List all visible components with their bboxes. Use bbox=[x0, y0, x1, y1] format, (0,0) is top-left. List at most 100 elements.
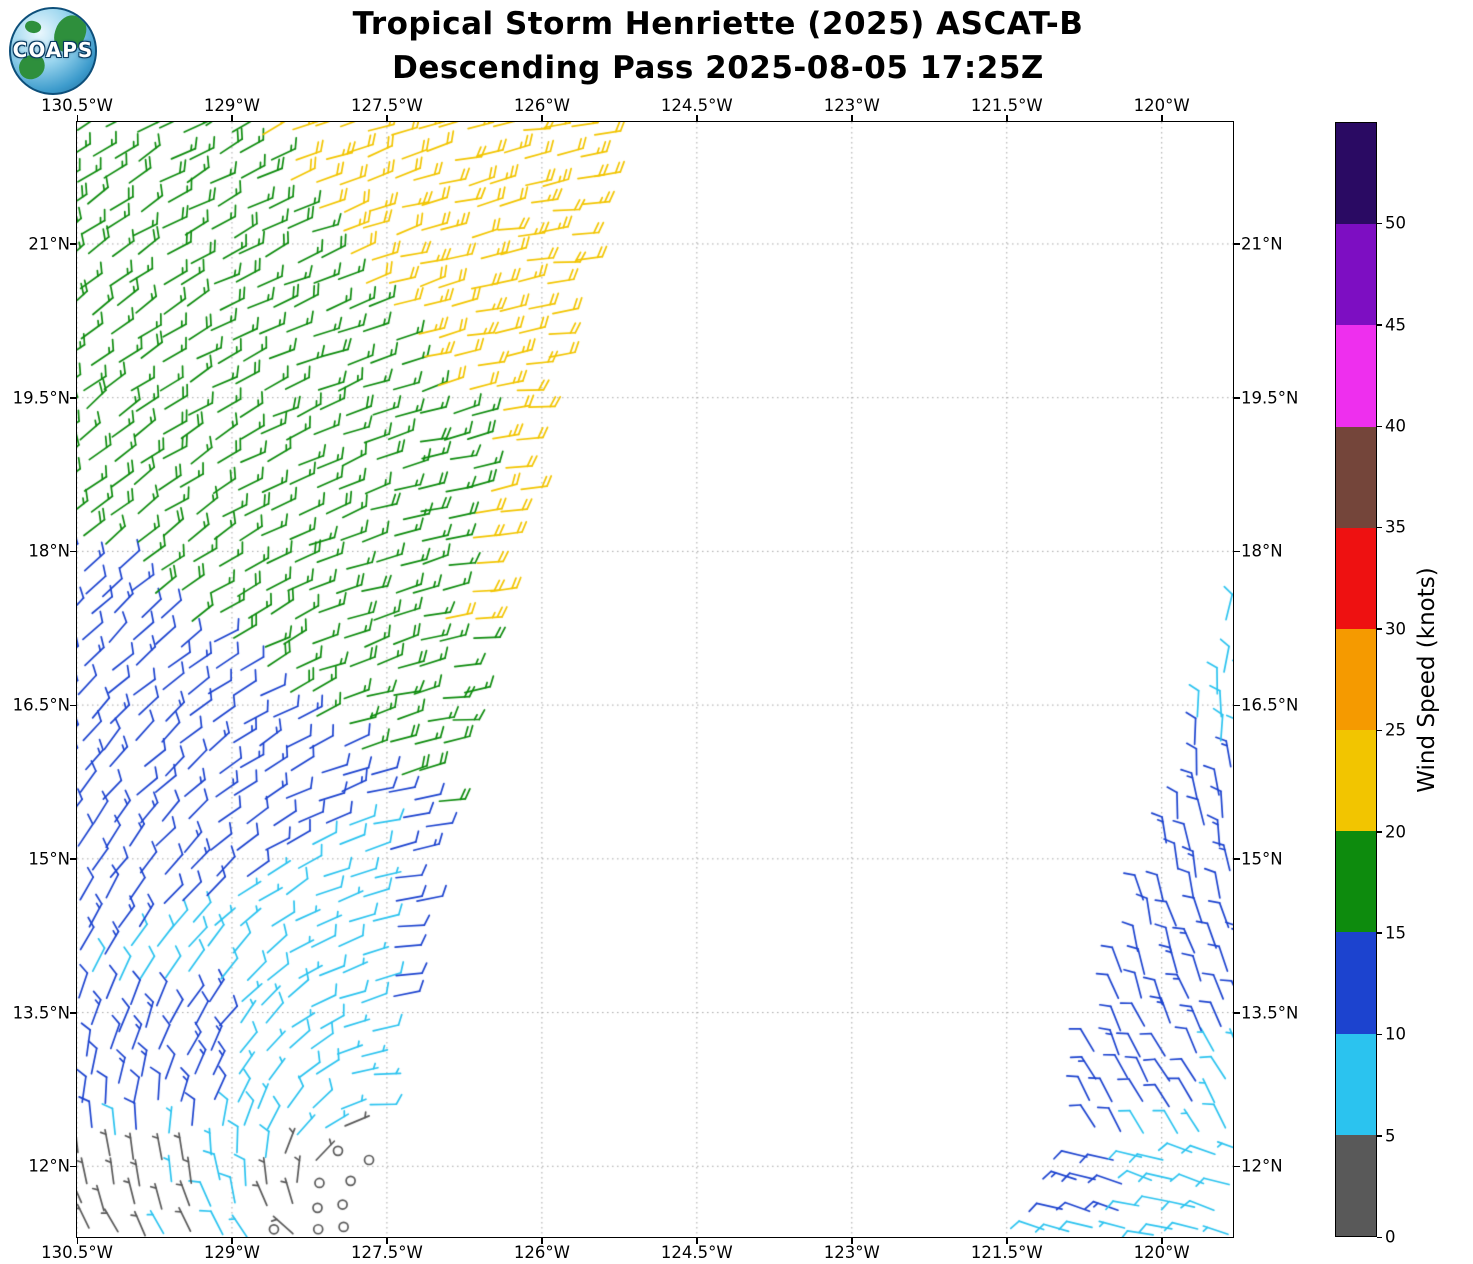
colorbar-tick-label: 5 bbox=[1385, 1126, 1396, 1146]
tick-mark bbox=[1377, 425, 1382, 428]
tick-mark bbox=[1161, 115, 1163, 121]
colorbar-segment bbox=[1336, 1134, 1376, 1236]
tick-mark bbox=[386, 1238, 388, 1244]
tick-mark bbox=[70, 1165, 76, 1168]
tick-mark bbox=[1006, 115, 1008, 121]
colorbar-segment bbox=[1336, 426, 1376, 528]
colorbar-segment bbox=[1336, 628, 1376, 731]
tick-mark bbox=[231, 1238, 233, 1244]
tick-mark bbox=[231, 115, 233, 121]
chart-title: Tropical Storm Henriette (2025) ASCAT-B bbox=[352, 6, 1084, 42]
tick-mark bbox=[696, 115, 698, 121]
x-tick-label-bottom: 126°W bbox=[513, 1243, 570, 1262]
tick-mark bbox=[76, 1238, 78, 1244]
x-tick-label-bottom: 130.5°W bbox=[41, 1243, 113, 1262]
colorbar-tick-label: 10 bbox=[1385, 1024, 1406, 1044]
plot-frame bbox=[76, 121, 1234, 1238]
wind-barb-canvas bbox=[77, 122, 1233, 1237]
x-tick-label-top: 123°W bbox=[823, 96, 880, 115]
tick-mark bbox=[851, 115, 853, 121]
x-tick-label-top: 121.5°W bbox=[970, 96, 1043, 115]
x-tick-label-bottom: 121.5°W bbox=[970, 1243, 1043, 1262]
tick-mark bbox=[696, 1238, 698, 1244]
tick-mark bbox=[1377, 324, 1382, 326]
tick-mark bbox=[1377, 831, 1382, 833]
y-tick-label-right: 16.5°N bbox=[1241, 695, 1299, 715]
x-tick-label-bottom: 120°W bbox=[1133, 1243, 1190, 1262]
colorbar-tick-label: 30 bbox=[1385, 619, 1406, 639]
tick-mark bbox=[1377, 1033, 1382, 1036]
tick-mark bbox=[1234, 243, 1240, 245]
x-tick-label-bottom: 129°W bbox=[203, 1243, 260, 1262]
tick-mark bbox=[851, 1238, 853, 1244]
tick-mark bbox=[76, 115, 78, 121]
colorbar-segment bbox=[1336, 831, 1376, 933]
tick-mark bbox=[1377, 1135, 1382, 1137]
colorbar-tick-label: 0 bbox=[1385, 1227, 1396, 1247]
tick-mark bbox=[1377, 526, 1382, 529]
colorbar-axis-label-text: Wind Speed (knots) bbox=[1414, 566, 1440, 793]
colorbar-tick-label: 35 bbox=[1385, 517, 1406, 537]
y-tick-label-right: 12°N bbox=[1241, 1156, 1283, 1176]
tick-mark bbox=[70, 1012, 76, 1014]
tick-mark bbox=[1234, 1165, 1240, 1168]
tick-mark bbox=[70, 397, 76, 399]
tick-mark bbox=[541, 1238, 543, 1244]
colorbar-segment bbox=[1336, 1033, 1376, 1135]
tick-mark bbox=[386, 115, 388, 121]
tick-mark bbox=[1377, 222, 1382, 225]
y-tick-label-left: 15°N bbox=[28, 849, 70, 869]
y-tick-label-right: 19.5°N bbox=[1241, 388, 1299, 408]
colorbar-segment bbox=[1336, 527, 1376, 629]
colorbar-tick-label: 50 bbox=[1385, 213, 1406, 233]
tick-mark bbox=[1161, 1238, 1163, 1244]
tick-mark bbox=[70, 704, 76, 707]
tick-mark bbox=[1006, 1238, 1008, 1244]
tick-mark bbox=[70, 243, 76, 245]
tick-mark bbox=[1234, 550, 1240, 553]
tick-mark bbox=[70, 858, 76, 860]
y-tick-label-right: 13.5°N bbox=[1241, 1003, 1299, 1023]
colorbar bbox=[1335, 122, 1377, 1237]
y-tick-label-left: 13.5°N bbox=[12, 1003, 70, 1023]
coaps-logo: COAPS bbox=[9, 7, 97, 95]
x-tick-label-top: 127.5°W bbox=[351, 96, 423, 115]
colorbar-segment bbox=[1336, 224, 1376, 326]
x-tick-label-top: 130.5°W bbox=[41, 96, 113, 115]
tick-mark bbox=[70, 550, 76, 553]
y-tick-label-right: 18°N bbox=[1241, 541, 1283, 561]
tick-mark bbox=[1234, 397, 1240, 399]
colorbar-segment bbox=[1336, 325, 1376, 427]
x-tick-label-top: 120°W bbox=[1133, 96, 1190, 115]
x-tick-label-bottom: 123°W bbox=[823, 1243, 880, 1262]
y-tick-label-left: 19.5°N bbox=[12, 388, 70, 408]
y-tick-label-left: 16.5°N bbox=[12, 695, 70, 715]
colorbar-segment bbox=[1336, 730, 1376, 832]
tick-mark bbox=[541, 115, 543, 121]
colorbar-tick-label: 40 bbox=[1385, 416, 1406, 436]
chart-subtitle: Descending Pass 2025-08-05 17:25Z bbox=[392, 50, 1044, 86]
y-tick-label-left: 12°N bbox=[28, 1156, 70, 1176]
colorbar-axis-label: Wind Speed (knots) bbox=[1404, 122, 1450, 1237]
tick-mark bbox=[1377, 628, 1382, 630]
coaps-logo-text: COAPS bbox=[12, 38, 94, 63]
y-tick-label-left: 21°N bbox=[28, 234, 70, 254]
tick-mark bbox=[1377, 729, 1382, 732]
x-tick-label-top: 126°W bbox=[513, 96, 570, 115]
tick-mark bbox=[1377, 1236, 1382, 1238]
tick-mark bbox=[1234, 858, 1240, 860]
x-tick-label-bottom: 127.5°W bbox=[351, 1243, 423, 1262]
colorbar-segment bbox=[1336, 123, 1376, 225]
tick-mark bbox=[1234, 1012, 1240, 1014]
colorbar-tick-label: 45 bbox=[1385, 315, 1406, 335]
y-tick-label-left: 18°N bbox=[28, 541, 70, 561]
colorbar-tick-label: 25 bbox=[1385, 720, 1406, 740]
colorbar-tick-label: 20 bbox=[1385, 822, 1406, 842]
colorbar-tick-label: 15 bbox=[1385, 923, 1406, 943]
y-tick-label-right: 15°N bbox=[1241, 849, 1283, 869]
x-tick-label-bottom: 124.5°W bbox=[660, 1243, 733, 1262]
x-tick-label-top: 124.5°W bbox=[660, 96, 733, 115]
tick-mark bbox=[1234, 704, 1240, 707]
colorbar-segment bbox=[1336, 932, 1376, 1034]
